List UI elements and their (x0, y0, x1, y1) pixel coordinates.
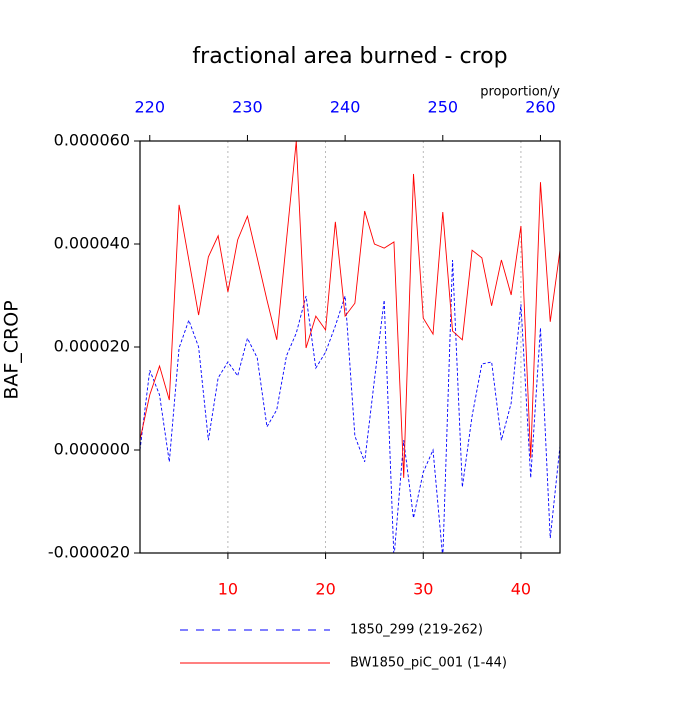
y-tick-label: -0.000020 (48, 543, 130, 562)
x-tick-label: 10 (218, 580, 238, 599)
y-tick-label: 0.000000 (54, 440, 130, 459)
x2-tick-label: 260 (525, 98, 556, 117)
y-tick-label: 0.000020 (54, 337, 130, 356)
chart-title: fractional area burned - crop (192, 44, 507, 69)
legend-label: 1850_299 (219-262) (350, 623, 483, 638)
x-tick-label: 30 (413, 580, 433, 599)
plot-frame (139, 140, 561, 554)
y-tick-label: 0.000040 (54, 234, 130, 253)
y-tick-label: 0.000060 (54, 131, 130, 150)
x-tick-label: 20 (315, 580, 335, 599)
x2-tick-label: 220 (134, 98, 165, 117)
x2-tick-label: 240 (330, 98, 361, 117)
series-line (140, 141, 560, 478)
legend-label: BW1850_piC_001 (1-44) (350, 656, 507, 671)
x2-tick-label: 250 (428, 98, 459, 117)
x-tick-label: 40 (511, 580, 531, 599)
subtitle: proportion/y (480, 85, 560, 100)
plot-area (140, 141, 560, 553)
y-axis-label: BAF_CROP (1, 300, 23, 399)
series-line (140, 259, 560, 553)
x2-tick-label: 230 (232, 98, 263, 117)
